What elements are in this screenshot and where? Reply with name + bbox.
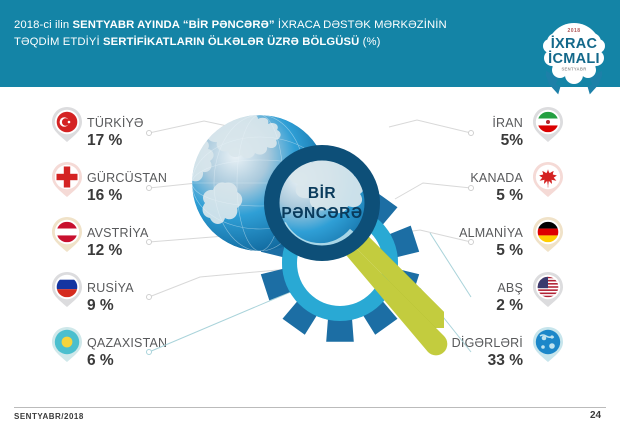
svg-text:İXRAC: İXRAC — [551, 35, 598, 52]
svg-text:2018: 2018 — [567, 28, 580, 34]
svg-text:SENTYABR: SENTYABR — [561, 67, 586, 72]
svg-text:İCMALI: İCMALI — [548, 50, 600, 67]
svg-text:BİR: BİR — [308, 185, 336, 202]
svg-text:PƏNCƏRƏ: PƏNCƏRƏ — [281, 205, 362, 222]
